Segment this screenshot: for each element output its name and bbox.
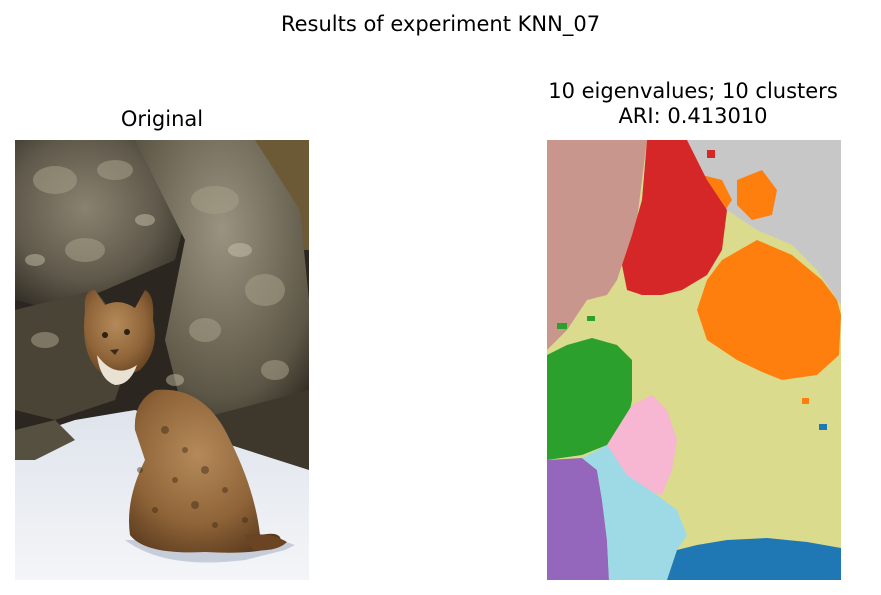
original-title-line: Original [120,107,204,131]
cluster-speck-1 [819,424,827,430]
cluster-speck-4 [802,398,809,404]
cluster-region-2 [547,140,647,350]
cluster-region-11 [582,445,687,580]
cluster-region-10 [547,458,609,580]
bobcat-photo [15,140,309,580]
segmentation-title-line-1: 10 eigenvalues; 10 clusters [548,79,838,103]
cluster-speck-5 [707,150,715,158]
cluster-region-8 [547,338,632,460]
original-image [15,140,309,580]
cluster-region-6 [737,170,777,220]
segmentation-title-line-2: ARI: 0.413010 [618,104,768,128]
cluster-speck-2 [557,323,567,329]
cluster-region-12 [667,538,841,580]
segmentation-map [547,140,841,580]
cluster-region-3 [687,140,841,305]
original-title: Original [15,107,309,132]
cluster-region-7 [622,140,727,295]
cluster-speck-3 [587,316,595,321]
segmentation-image [547,140,841,580]
segmentation-title: 10 eigenvalues; 10 clusters ARI: 0.41301… [493,79,881,129]
figure-suptitle: Results of experiment KNN_07 [280,12,601,36]
cluster-region-4 [697,240,841,380]
